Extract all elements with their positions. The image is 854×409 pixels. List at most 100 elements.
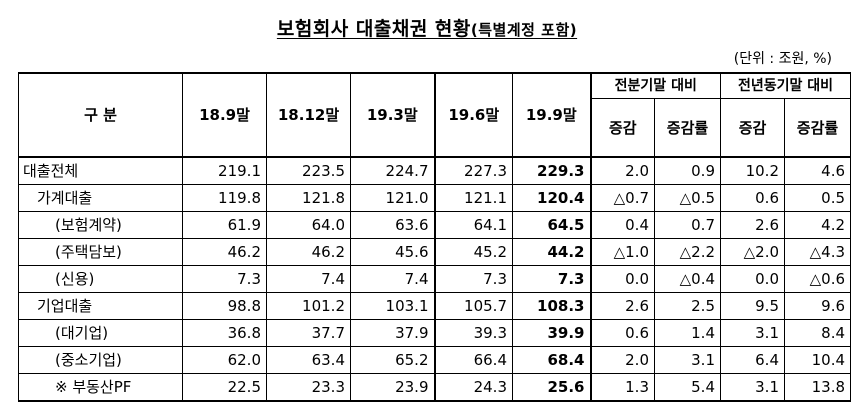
value-cell: 121.0 bbox=[350, 184, 435, 212]
yoy-change-cell: 2.6 bbox=[720, 211, 785, 239]
value-cell: 7.3 bbox=[182, 265, 267, 293]
header-group-prev-quarter: 전분기말 대비 bbox=[590, 72, 721, 100]
qoq-change-cell: 0.4 bbox=[590, 211, 655, 239]
value-cell: 105.7 bbox=[433, 292, 513, 320]
row-label: 가계대출 bbox=[18, 184, 183, 212]
value-cell: 64.0 bbox=[266, 211, 351, 239]
qoq-rate-cell: 3.1 bbox=[654, 346, 721, 374]
header-period-3: 19.3말 bbox=[350, 72, 435, 158]
header-period-5: 19.9말 bbox=[512, 72, 592, 158]
value-cell: 64.5 bbox=[512, 211, 592, 239]
value-cell: 61.9 bbox=[182, 211, 267, 239]
yoy-change-cell: △2.0 bbox=[720, 238, 785, 266]
yoy-change-cell: 0.6 bbox=[720, 184, 785, 212]
qoq-rate-cell: △0.4 bbox=[654, 265, 721, 293]
qoq-change-cell: 2.6 bbox=[590, 292, 655, 320]
value-cell: 101.2 bbox=[266, 292, 351, 320]
title-sub: (특별계정 포함) bbox=[470, 21, 578, 39]
qoq-rate-cell: 2.5 bbox=[654, 292, 721, 320]
report-title: 보험회사 대출채권 현황(특별계정 포함) bbox=[0, 14, 854, 41]
qoq-rate-cell: 0.9 bbox=[654, 156, 721, 185]
loan-table: 구 분 18.9말 18.12말 19.3말 19.6말 19.9말 전분기말 … bbox=[18, 72, 852, 402]
header-group-prev-year: 전년동기말 대비 bbox=[719, 72, 852, 100]
value-cell: 36.8 bbox=[182, 319, 267, 347]
table-row: (대기업) 36.8 37.7 37.9 39.3 39.9 0.6 1.4 3.1 8.4 bbox=[18, 319, 852, 347]
value-cell: 66.4 bbox=[433, 346, 513, 374]
yoy-rate-cell: △4.3 bbox=[783, 238, 852, 266]
title-main: 보험회사 대출채권 현황 bbox=[276, 18, 471, 40]
value-cell: 219.1 bbox=[182, 156, 267, 185]
header-period-4: 19.6말 bbox=[433, 72, 513, 158]
header-yoy-rate: 증감률 bbox=[783, 98, 852, 158]
qoq-rate-cell: △0.5 bbox=[654, 184, 721, 212]
qoq-change-cell: 0.0 bbox=[590, 265, 655, 293]
qoq-change-cell: △0.7 bbox=[590, 184, 655, 212]
table-body: 대출전체 219.1 223.5 224.7 227.3 229.3 2.0 0.9 10.2 4… bbox=[18, 156, 852, 402]
value-cell: 121.1 bbox=[433, 184, 513, 212]
qoq-rate-cell: 0.7 bbox=[654, 211, 721, 239]
yoy-rate-cell: △0.6 bbox=[783, 265, 852, 293]
value-cell: 23.3 bbox=[266, 373, 351, 402]
value-cell: 45.6 bbox=[350, 238, 435, 266]
header-period-2: 18.12말 bbox=[266, 72, 351, 158]
row-label: (주택담보) bbox=[18, 238, 183, 266]
yoy-rate-cell: 9.6 bbox=[783, 292, 852, 320]
yoy-rate-cell: 10.4 bbox=[783, 346, 852, 374]
table-row: (신용) 7.3 7.4 7.4 7.3 7.3 0.0 △0.4 0.0 △0.6 bbox=[18, 265, 852, 293]
yoy-rate-cell: 13.8 bbox=[783, 373, 852, 402]
value-cell: 7.3 bbox=[433, 265, 513, 293]
unit-note: (단위 : 조원, %) bbox=[733, 51, 832, 67]
value-cell: 119.8 bbox=[182, 184, 267, 212]
row-label: (신용) bbox=[18, 265, 183, 293]
value-cell: 37.9 bbox=[350, 319, 435, 347]
qoq-rate-cell: △2.2 bbox=[654, 238, 721, 266]
header-qoq-change: 증감 bbox=[590, 98, 655, 158]
value-cell: 7.3 bbox=[512, 265, 592, 293]
row-label: 대출전체 bbox=[18, 156, 183, 185]
table-row: ※ 부동산PF 22.5 23.3 23.9 24.3 25.6 1.3 5.4 3.1 13.8 bbox=[18, 373, 852, 402]
yoy-change-cell: 9.5 bbox=[720, 292, 785, 320]
value-cell: 64.1 bbox=[433, 211, 513, 239]
table-row: 가계대출 119.8 121.8 121.0 121.1 120.4 △0.7 △0.5 0.6… bbox=[18, 184, 852, 212]
value-cell: 24.3 bbox=[433, 373, 513, 402]
header-category: 구 분 bbox=[18, 72, 183, 158]
qoq-change-cell: △1.0 bbox=[590, 238, 655, 266]
table-row: 대출전체 219.1 223.5 224.7 227.3 229.3 2.0 0.9 10.2 4… bbox=[18, 156, 852, 185]
value-cell: 229.3 bbox=[512, 156, 592, 185]
yoy-rate-cell: 8.4 bbox=[783, 319, 852, 347]
qoq-change-cell: 0.6 bbox=[590, 319, 655, 347]
value-cell: 25.6 bbox=[512, 373, 592, 402]
header-qoq-rate: 증감률 bbox=[654, 98, 721, 158]
value-cell: 120.4 bbox=[512, 184, 592, 212]
yoy-change-cell: 10.2 bbox=[720, 156, 785, 185]
value-cell: 39.3 bbox=[433, 319, 513, 347]
value-cell: 63.6 bbox=[350, 211, 435, 239]
qoq-rate-cell: 1.4 bbox=[654, 319, 721, 347]
value-cell: 37.7 bbox=[266, 319, 351, 347]
value-cell: 98.8 bbox=[182, 292, 267, 320]
yoy-rate-cell: 4.2 bbox=[783, 211, 852, 239]
yoy-rate-cell: 0.5 bbox=[783, 184, 852, 212]
value-cell: 39.9 bbox=[512, 319, 592, 347]
value-cell: 46.2 bbox=[266, 238, 351, 266]
value-cell: 108.3 bbox=[512, 292, 592, 320]
value-cell: 121.8 bbox=[266, 184, 351, 212]
value-cell: 65.2 bbox=[350, 346, 435, 374]
value-cell: 63.4 bbox=[266, 346, 351, 374]
row-label: (중소기업) bbox=[18, 346, 183, 374]
value-cell: 22.5 bbox=[182, 373, 267, 402]
header-period-1: 18.9말 bbox=[182, 72, 267, 158]
qoq-change-cell: 2.0 bbox=[590, 346, 655, 374]
yoy-change-cell: 3.1 bbox=[720, 373, 785, 402]
row-label: (대기업) bbox=[18, 319, 183, 347]
value-cell: 7.4 bbox=[350, 265, 435, 293]
header-yoy-change: 증감 bbox=[720, 98, 785, 158]
table-row: 기업대출 98.8 101.2 103.1 105.7 108.3 2.6 2.5 9.5 9.6 bbox=[18, 292, 852, 320]
value-cell: 68.4 bbox=[512, 346, 592, 374]
table-row: (중소기업) 62.0 63.4 65.2 66.4 68.4 2.0 3.1 6.4 10.4 bbox=[18, 346, 852, 374]
value-cell: 7.4 bbox=[266, 265, 351, 293]
value-cell: 46.2 bbox=[182, 238, 267, 266]
value-cell: 224.7 bbox=[350, 156, 435, 185]
yoy-change-cell: 0.0 bbox=[720, 265, 785, 293]
qoq-change-cell: 1.3 bbox=[590, 373, 655, 402]
